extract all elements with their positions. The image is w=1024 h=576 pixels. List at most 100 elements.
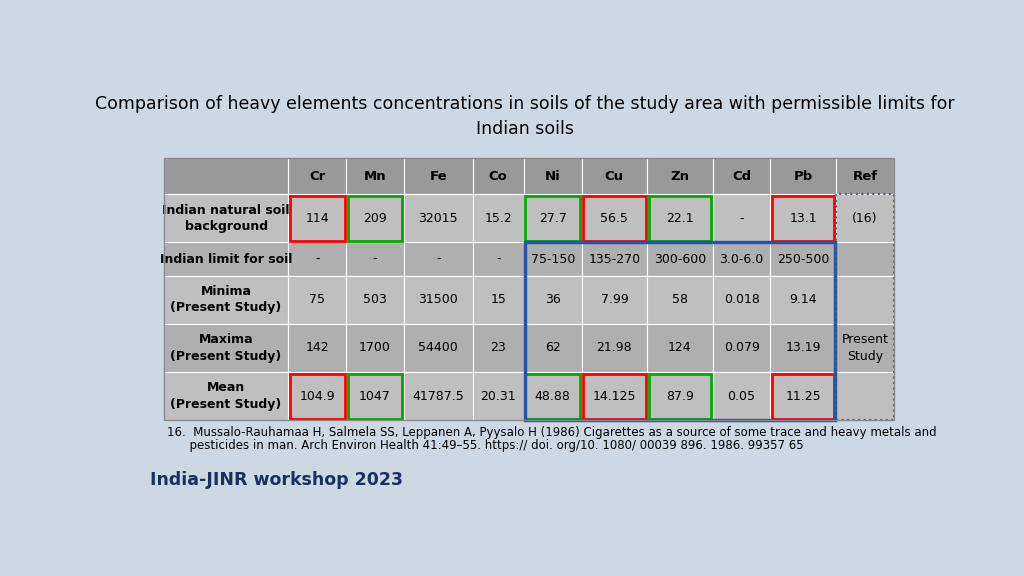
Bar	[582, 372, 647, 420]
Bar	[164, 194, 289, 242]
Bar	[524, 158, 582, 194]
Bar	[289, 194, 346, 242]
Text: 48.88: 48.88	[535, 389, 570, 403]
Text: 16.  Mussalo-Rauhamaa H, Salmela SS, Leppanen A, Pyysalo H (1986) Cigarettes as : 16. Mussalo-Rauhamaa H, Salmela SS, Lepp…	[167, 426, 936, 439]
Bar	[713, 158, 770, 194]
Bar	[713, 372, 770, 420]
Text: Ref: Ref	[852, 170, 878, 183]
Text: 13.1: 13.1	[790, 212, 817, 225]
Bar	[770, 158, 836, 194]
Bar	[290, 196, 345, 241]
Bar	[524, 194, 582, 242]
Bar	[403, 158, 473, 194]
Text: 41787.5: 41787.5	[413, 389, 464, 403]
Bar	[582, 194, 647, 242]
Text: Pb: Pb	[794, 170, 813, 183]
Bar	[403, 275, 473, 324]
Text: -: -	[436, 252, 440, 266]
Bar	[836, 372, 894, 420]
Text: 13.19: 13.19	[785, 342, 821, 354]
Text: 1700: 1700	[359, 342, 391, 354]
Text: Minima
(Present Study): Minima (Present Study)	[170, 285, 282, 314]
Bar	[524, 242, 582, 275]
Text: 15.2: 15.2	[484, 212, 512, 225]
Bar	[348, 374, 402, 419]
Text: Zn: Zn	[671, 170, 689, 183]
Bar	[770, 324, 836, 372]
Text: 20.31: 20.31	[480, 389, 516, 403]
Bar	[525, 374, 580, 419]
Text: Present
Study: Present Study	[842, 333, 888, 363]
Bar	[582, 242, 647, 275]
Bar	[770, 372, 836, 420]
Bar	[164, 275, 289, 324]
Bar	[289, 158, 346, 194]
Text: 0.05: 0.05	[728, 389, 756, 403]
Text: Cu: Cu	[605, 170, 624, 183]
Bar	[770, 242, 836, 275]
Text: 114: 114	[305, 212, 329, 225]
Bar	[836, 275, 894, 324]
Bar	[403, 194, 473, 242]
Bar	[403, 372, 473, 420]
Bar	[836, 194, 894, 242]
Bar	[164, 242, 289, 275]
Text: 0.018: 0.018	[724, 293, 760, 306]
Text: 7.99: 7.99	[600, 293, 629, 306]
Bar	[473, 275, 524, 324]
Bar	[164, 158, 289, 194]
Text: 250-500: 250-500	[777, 252, 829, 266]
Bar	[772, 374, 835, 419]
Bar	[473, 158, 524, 194]
Bar	[647, 158, 713, 194]
Bar	[290, 374, 345, 419]
Bar	[346, 194, 403, 242]
Bar	[582, 275, 647, 324]
Bar	[525, 196, 580, 241]
Text: -: -	[739, 212, 743, 225]
Text: 31500: 31500	[419, 293, 458, 306]
Text: Co: Co	[488, 170, 508, 183]
Bar	[713, 275, 770, 324]
Text: 0.079: 0.079	[724, 342, 760, 354]
Text: 87.9: 87.9	[666, 389, 694, 403]
Bar	[647, 324, 713, 372]
Bar	[524, 242, 836, 420]
Text: 1047: 1047	[359, 389, 391, 403]
Text: 503: 503	[364, 293, 387, 306]
Text: 75-150: 75-150	[530, 252, 574, 266]
Bar	[772, 196, 835, 241]
Text: 3.0-6.0: 3.0-6.0	[720, 252, 764, 266]
Bar	[164, 324, 289, 372]
Text: 11.25: 11.25	[785, 389, 821, 403]
Bar	[473, 372, 524, 420]
Bar	[649, 374, 712, 419]
Bar	[836, 158, 894, 194]
Bar	[583, 374, 646, 419]
Text: 36: 36	[545, 293, 561, 306]
Bar	[346, 275, 403, 324]
Text: (16): (16)	[852, 212, 878, 225]
Text: 58: 58	[672, 293, 688, 306]
Bar	[583, 196, 646, 241]
Bar	[289, 242, 346, 275]
Bar	[473, 194, 524, 242]
Bar	[403, 242, 473, 275]
Text: -: -	[496, 252, 501, 266]
Text: 75: 75	[309, 293, 326, 306]
Bar	[836, 194, 894, 420]
Text: 23: 23	[490, 342, 506, 354]
Bar	[473, 242, 524, 275]
Bar	[713, 324, 770, 372]
Bar	[403, 324, 473, 372]
Bar	[647, 194, 713, 242]
Bar	[346, 242, 403, 275]
Bar	[289, 372, 346, 420]
Text: Comparison of heavy elements concentrations in soils of the study area with perm: Comparison of heavy elements concentrati…	[95, 94, 954, 138]
Text: 62: 62	[545, 342, 561, 354]
Text: 9.14: 9.14	[790, 293, 817, 306]
Text: 209: 209	[364, 212, 387, 225]
Text: Fe: Fe	[429, 170, 447, 183]
Text: -: -	[373, 252, 377, 266]
Bar	[647, 372, 713, 420]
